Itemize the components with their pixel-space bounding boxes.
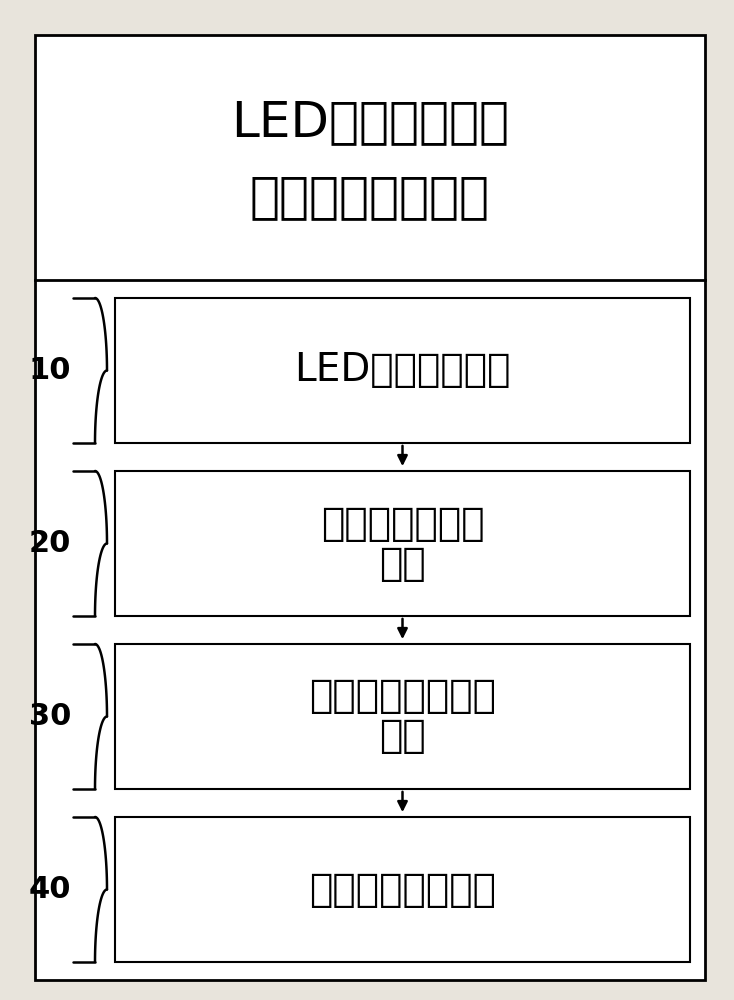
Text: 散板网点生成装置: 散板网点生成装置 bbox=[250, 174, 490, 222]
Text: 20: 20 bbox=[29, 529, 71, 558]
Text: 模块: 模块 bbox=[379, 718, 426, 756]
Bar bbox=[115, 817, 690, 962]
Text: 模块: 模块 bbox=[379, 544, 426, 582]
Text: LED背光模组的扩: LED背光模组的扩 bbox=[231, 99, 509, 146]
Text: LED光强模拟模块: LED光强模拟模块 bbox=[294, 352, 511, 389]
Bar bbox=[115, 298, 690, 443]
Text: 密度分布函数生成: 密度分布函数生成 bbox=[309, 678, 496, 716]
Text: 扩散板照度获取: 扩散板照度获取 bbox=[321, 504, 484, 542]
Text: 30: 30 bbox=[29, 702, 71, 731]
Bar bbox=[115, 471, 690, 616]
Text: 网点分布生成模块: 网点分布生成模块 bbox=[309, 870, 496, 908]
Bar bbox=[115, 644, 690, 789]
Text: 40: 40 bbox=[29, 875, 71, 904]
Text: 10: 10 bbox=[29, 356, 71, 385]
